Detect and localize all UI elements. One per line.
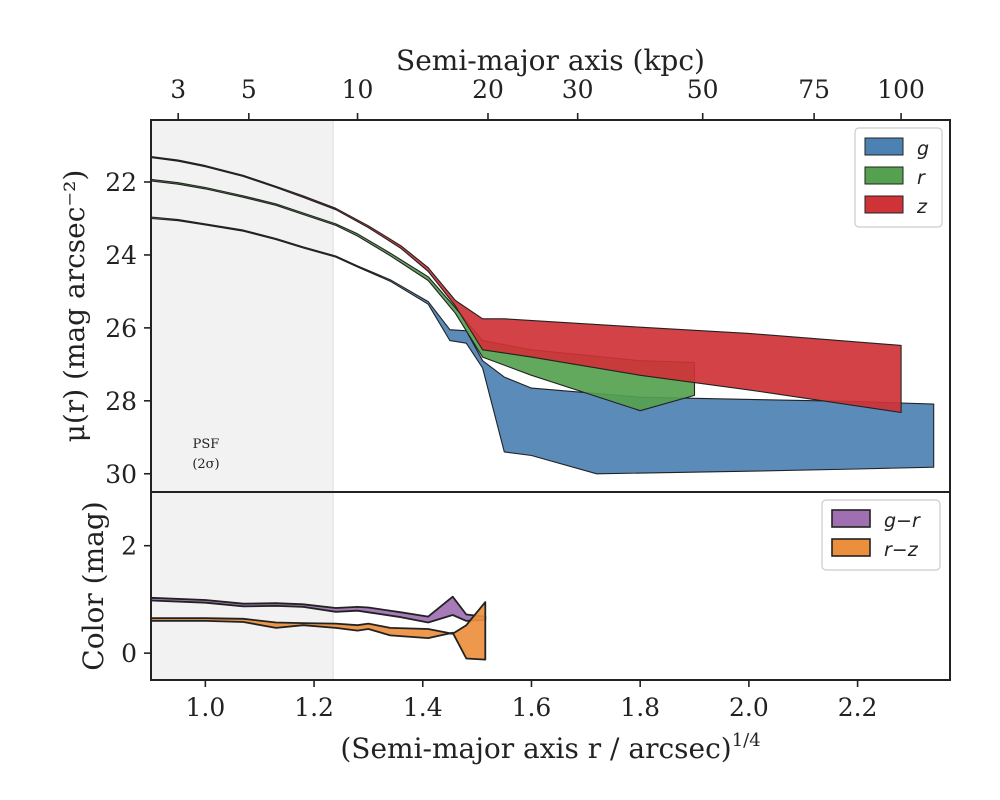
top-axis-tick-label: 3 bbox=[170, 75, 186, 104]
band-z bbox=[151, 155, 902, 414]
legend-swatch-z bbox=[864, 195, 904, 214]
legend: grz bbox=[854, 127, 943, 228]
top-axis-tick-label: 75 bbox=[798, 75, 830, 104]
y-tick-label: 2 bbox=[121, 532, 137, 561]
legend-swatch-r bbox=[864, 166, 904, 185]
y-tick-label: 24 bbox=[105, 241, 137, 270]
top-axis-tick-label: 20 bbox=[472, 75, 504, 104]
y-tick-label: 26 bbox=[105, 314, 137, 343]
top-axis-tick-label: 50 bbox=[687, 75, 719, 104]
y-tick-label: 22 bbox=[105, 168, 137, 197]
band-g bbox=[151, 216, 935, 475]
legend-label-z: z bbox=[916, 196, 928, 218]
legend: g−r r−z bbox=[821, 499, 941, 571]
top-axis-tick-label: 100 bbox=[877, 75, 925, 104]
legend-label-g-r: g−r bbox=[884, 510, 921, 532]
legend-swatch-r-z bbox=[831, 538, 871, 557]
x-tick-label: 1.2 bbox=[294, 693, 334, 722]
y-axis-title-bottom: Color (mag) bbox=[77, 501, 110, 670]
x-tick-label: 1.0 bbox=[185, 693, 225, 722]
x-tick-label: 2.2 bbox=[838, 693, 878, 722]
legend-swatch-g-r bbox=[831, 509, 871, 528]
top-axis-tick-label: 5 bbox=[241, 75, 257, 104]
y-tick-label: 30 bbox=[105, 460, 137, 489]
psf-label: PSF bbox=[193, 437, 220, 452]
top-axis-tick-label: 10 bbox=[342, 75, 374, 104]
legend-label-g: g bbox=[917, 138, 929, 160]
x-axis-title: (Semi-major axis r / arcsec)1/4 bbox=[340, 730, 760, 765]
psf-region bbox=[151, 120, 334, 680]
legend-swatch-g bbox=[864, 137, 904, 156]
y-tick-label: 28 bbox=[105, 387, 137, 416]
x-tick-label: 1.4 bbox=[403, 693, 443, 722]
top-axis-tick-label: 30 bbox=[562, 75, 594, 104]
x-tick-label: 2.0 bbox=[729, 693, 769, 722]
y-tick-label: 0 bbox=[121, 639, 137, 668]
top-axis-title: Semi-major axis (kpc) bbox=[396, 44, 705, 77]
legend-label-r: r bbox=[917, 167, 926, 189]
legend-label-r-z: r−z bbox=[884, 539, 919, 561]
y-axis-title-top: μ(r) (mag arcsec⁻²) bbox=[58, 170, 91, 443]
bottom-panel-frame bbox=[150, 491, 951, 681]
x-tick-label: 1.6 bbox=[512, 693, 552, 722]
background-layer bbox=[151, 120, 334, 680]
psf-label-sigma: (2σ) bbox=[192, 457, 219, 472]
band-r-z bbox=[151, 601, 487, 661]
frame-layer: grz g−r r−z bbox=[144, 113, 951, 687]
series-layer bbox=[151, 155, 935, 661]
x-tick-label: 1.8 bbox=[620, 693, 660, 722]
